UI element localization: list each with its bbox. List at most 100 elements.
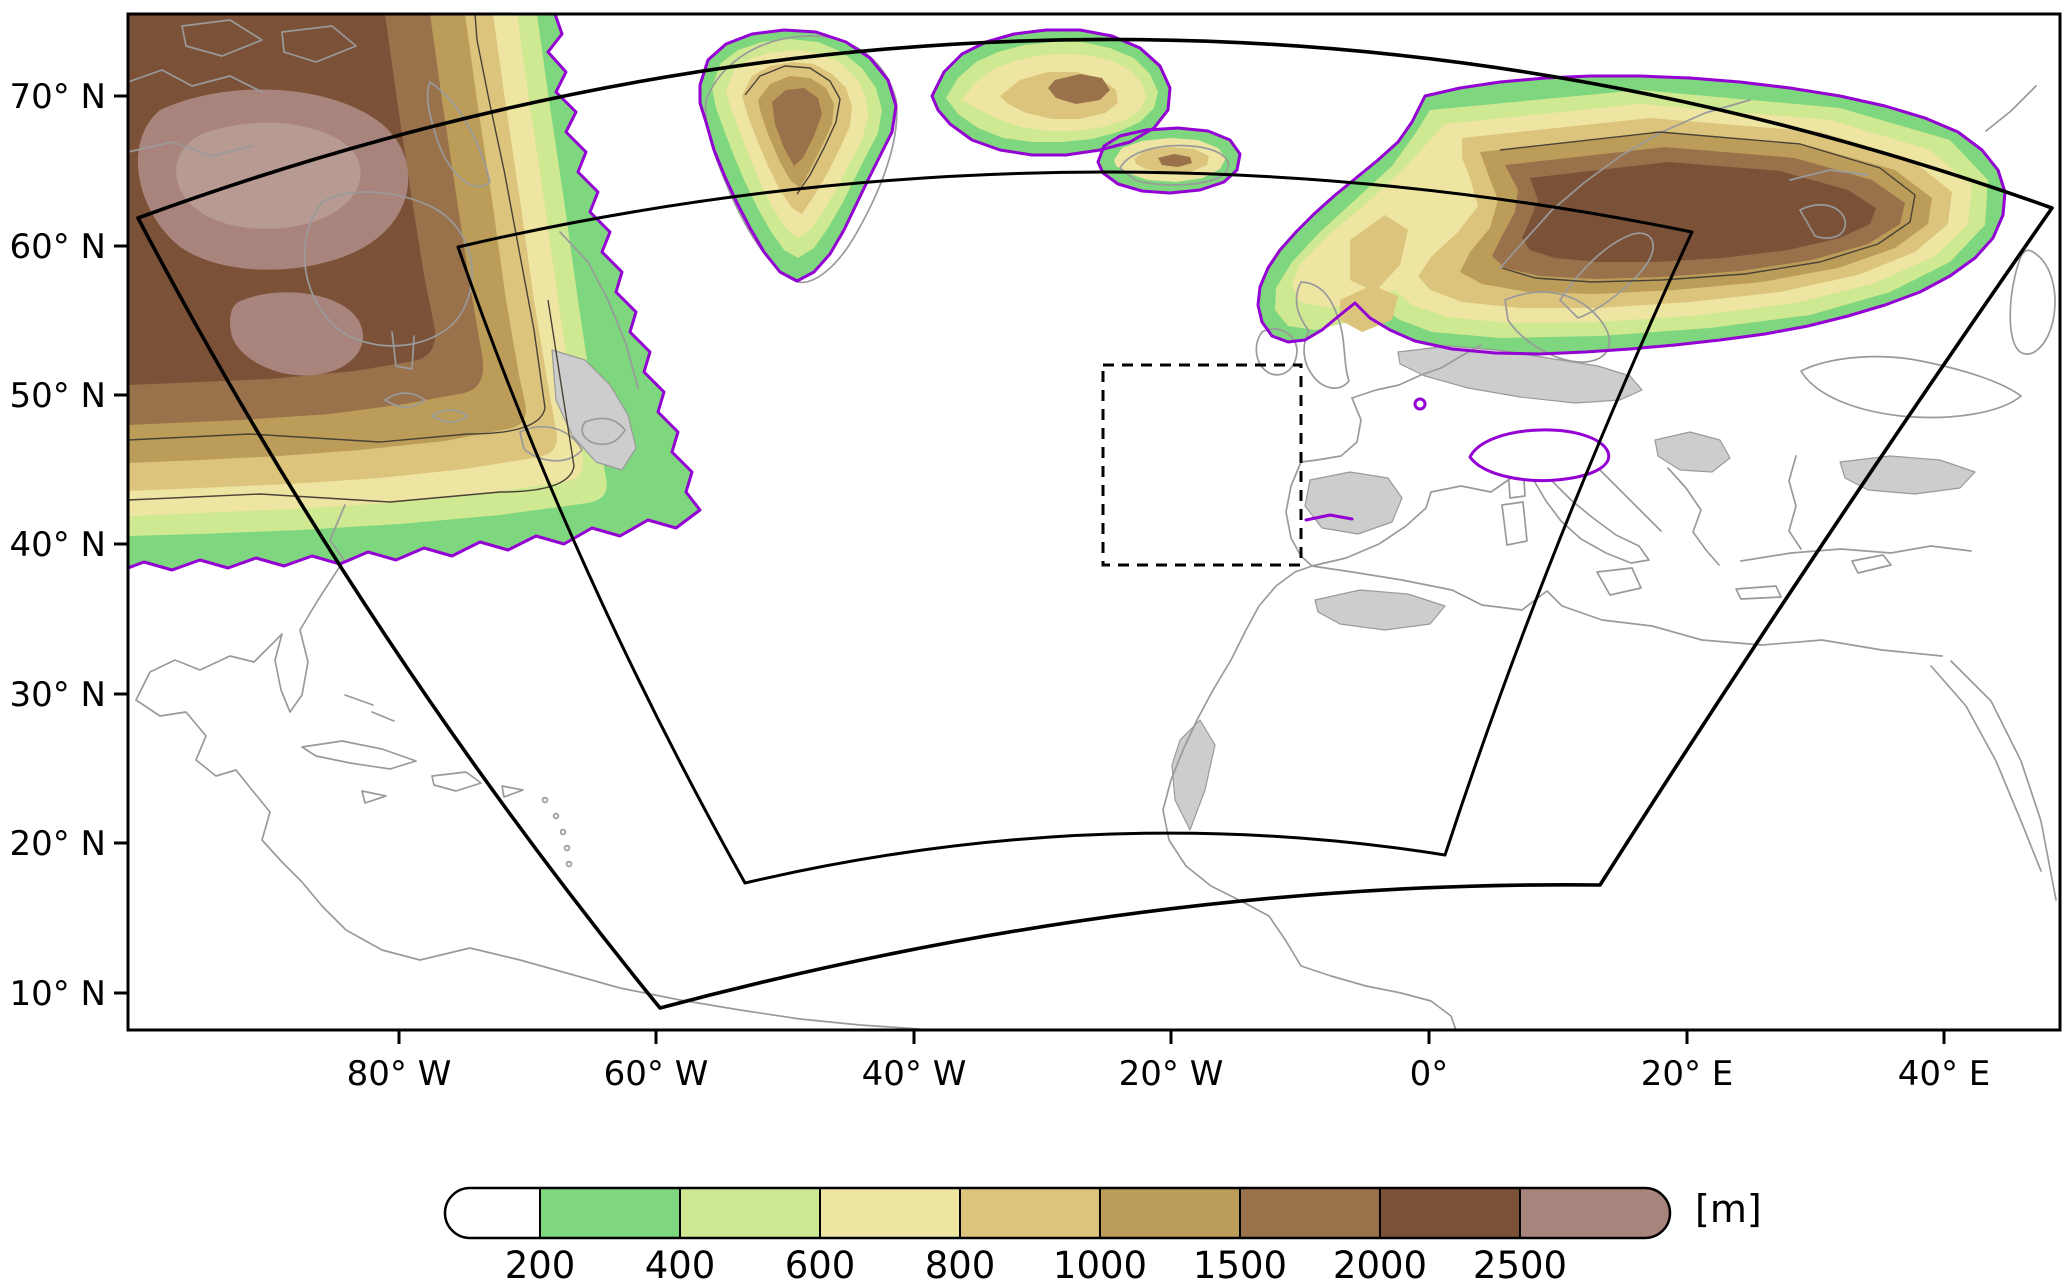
coastline-st-lawrence	[519, 426, 583, 462]
lon-tick-label: 80° W	[347, 1054, 452, 1094]
coastline-caspian	[2009, 249, 2056, 355]
lat-tick-label: 40° N	[9, 525, 106, 565]
land-patch	[1314, 589, 1446, 631]
elevation-band-1500-2000	[772, 88, 822, 166]
colorbar-segment	[820, 1188, 960, 1238]
coastline-baffin	[426, 81, 491, 188]
lat-tick-label: 70° N	[9, 77, 106, 117]
coastline-iceland	[1119, 144, 1229, 186]
contour-line	[128, 14, 546, 443]
antilles-island	[541, 796, 549, 804]
lat-tick-label: 10° N	[9, 974, 106, 1014]
coastline-arctic-island	[181, 19, 357, 63]
lon-tick-label: 40° W	[862, 1054, 967, 1094]
antilles-island	[552, 812, 560, 820]
outer-domain-boundary	[136, 37, 2054, 1010]
coastline-north-africa	[1311, 565, 1943, 657]
coastline-sicily	[1596, 567, 1642, 596]
coastline-baltic	[1504, 291, 1611, 363]
elevation-band-over-2500	[229, 292, 364, 376]
coastlines	[128, 19, 2057, 1030]
coastline-bahamas	[344, 694, 395, 722]
lon-tick-label: 20° W	[1119, 1054, 1224, 1094]
coastline-norway	[1499, 99, 1751, 269]
map-plot-area	[128, 14, 2057, 1030]
inner-domain-boundary	[456, 170, 1694, 885]
contour-line	[744, 65, 841, 195]
coastline-anatolia	[1740, 455, 1972, 562]
coastline-arctic	[128, 69, 263, 157]
colorbar-outline	[443, 1186, 1672, 1240]
colorbar-tick-label: 1500	[1193, 1244, 1287, 1283]
elevation-band-1500-2000	[1158, 154, 1192, 167]
coastline-jamaica	[361, 790, 387, 804]
coastline-west-africa	[1162, 565, 1457, 1030]
coastline-great-lakes	[384, 392, 469, 423]
coastline-crete	[1735, 585, 1782, 600]
coastline-labrador	[559, 231, 639, 389]
latitude-axis: 70° N 60° N 50° N 40° N 30° N 20° N 10° …	[9, 77, 128, 1014]
elevation-band-over-2500-light	[176, 122, 361, 229]
colorbar-segment	[960, 1188, 1100, 1238]
analysis-box	[1101, 363, 1303, 567]
colorbar-segment	[445, 1188, 540, 1238]
colorbar-segment	[1240, 1188, 1380, 1238]
colorbar-tick-label: 400	[645, 1244, 716, 1283]
lat-tick-label: 50° N	[9, 376, 106, 416]
coastline-black-sea	[1800, 355, 2022, 419]
laurentide-ice-sheet	[128, 14, 700, 570]
land-patch	[1304, 471, 1403, 535]
colorbar-segment	[540, 1188, 680, 1238]
colorbar-tick-label: 1000	[1053, 1244, 1147, 1283]
ice-margins	[128, 14, 2007, 572]
land-patch	[1654, 431, 1731, 473]
lon-tick-label: 20° E	[1641, 1054, 1734, 1094]
pyrenees-ice-margin	[1304, 513, 1354, 522]
colorbar-tick-label: 200	[505, 1244, 576, 1283]
land-shading	[551, 345, 1976, 831]
colorbar-segment	[1100, 1188, 1240, 1238]
laurentide-ice-margin	[128, 14, 702, 572]
greenland-ice-sheet	[700, 30, 896, 281]
lat-tick-label: 60° N	[9, 227, 106, 267]
coastline-newfoundland	[581, 417, 626, 446]
coastline-north-america	[135, 504, 921, 1030]
longitude-axis: 80° W 60° W 40° W 20° W 0° 20° E 40° E	[347, 1030, 1991, 1094]
colorbar: 200 400 600 800 1000 1500 2000 2500 [m]	[443, 1186, 1762, 1283]
coastline-sardinia	[1501, 501, 1528, 546]
colorbar-unit-label: [m]	[1695, 1187, 1762, 1231]
colorbar-tick-label: 2500	[1473, 1244, 1567, 1283]
antilles-island	[565, 860, 573, 868]
lat-tick-label: 30° N	[9, 675, 106, 715]
lon-tick-label: 60° W	[604, 1054, 709, 1094]
fennoscandian-ice-sheet	[1258, 76, 2005, 354]
contour-line	[1499, 131, 1916, 283]
massif-central-ice-margin	[1413, 397, 1427, 411]
alps-ice-margin	[1468, 428, 1611, 483]
lon-tick-label: 0°	[1410, 1054, 1449, 1094]
coastline-hispaniola	[431, 771, 482, 792]
coastline-hudson-bay	[303, 191, 473, 370]
colorbar-segment	[680, 1188, 820, 1238]
lon-tick-label: 40° E	[1898, 1054, 1991, 1094]
elevation-band-800-1000	[1350, 215, 1408, 292]
antilles-island	[563, 844, 571, 852]
land-patch	[1171, 719, 1216, 831]
coastline-bothnia	[1559, 232, 1654, 319]
elevation-band-800-1000	[1340, 285, 1398, 332]
elevation-band-1500-2000	[1048, 74, 1110, 104]
antilles-island	[559, 828, 567, 836]
coastline-puerto-rico	[501, 785, 524, 798]
coastline-cuba	[301, 740, 417, 770]
colorbar-tick-label: 800	[925, 1244, 996, 1283]
coastline-red-sea	[1930, 660, 2057, 901]
land-patch	[1397, 345, 1643, 404]
coastline-france	[1300, 397, 1362, 463]
coastline-cyprus	[1851, 554, 1892, 574]
coastline-white-sea	[1789, 169, 1869, 239]
colorbar-segment	[1520, 1188, 1670, 1238]
coastline-north-sea	[1351, 344, 1482, 399]
coastline-iberia	[1285, 461, 1530, 567]
